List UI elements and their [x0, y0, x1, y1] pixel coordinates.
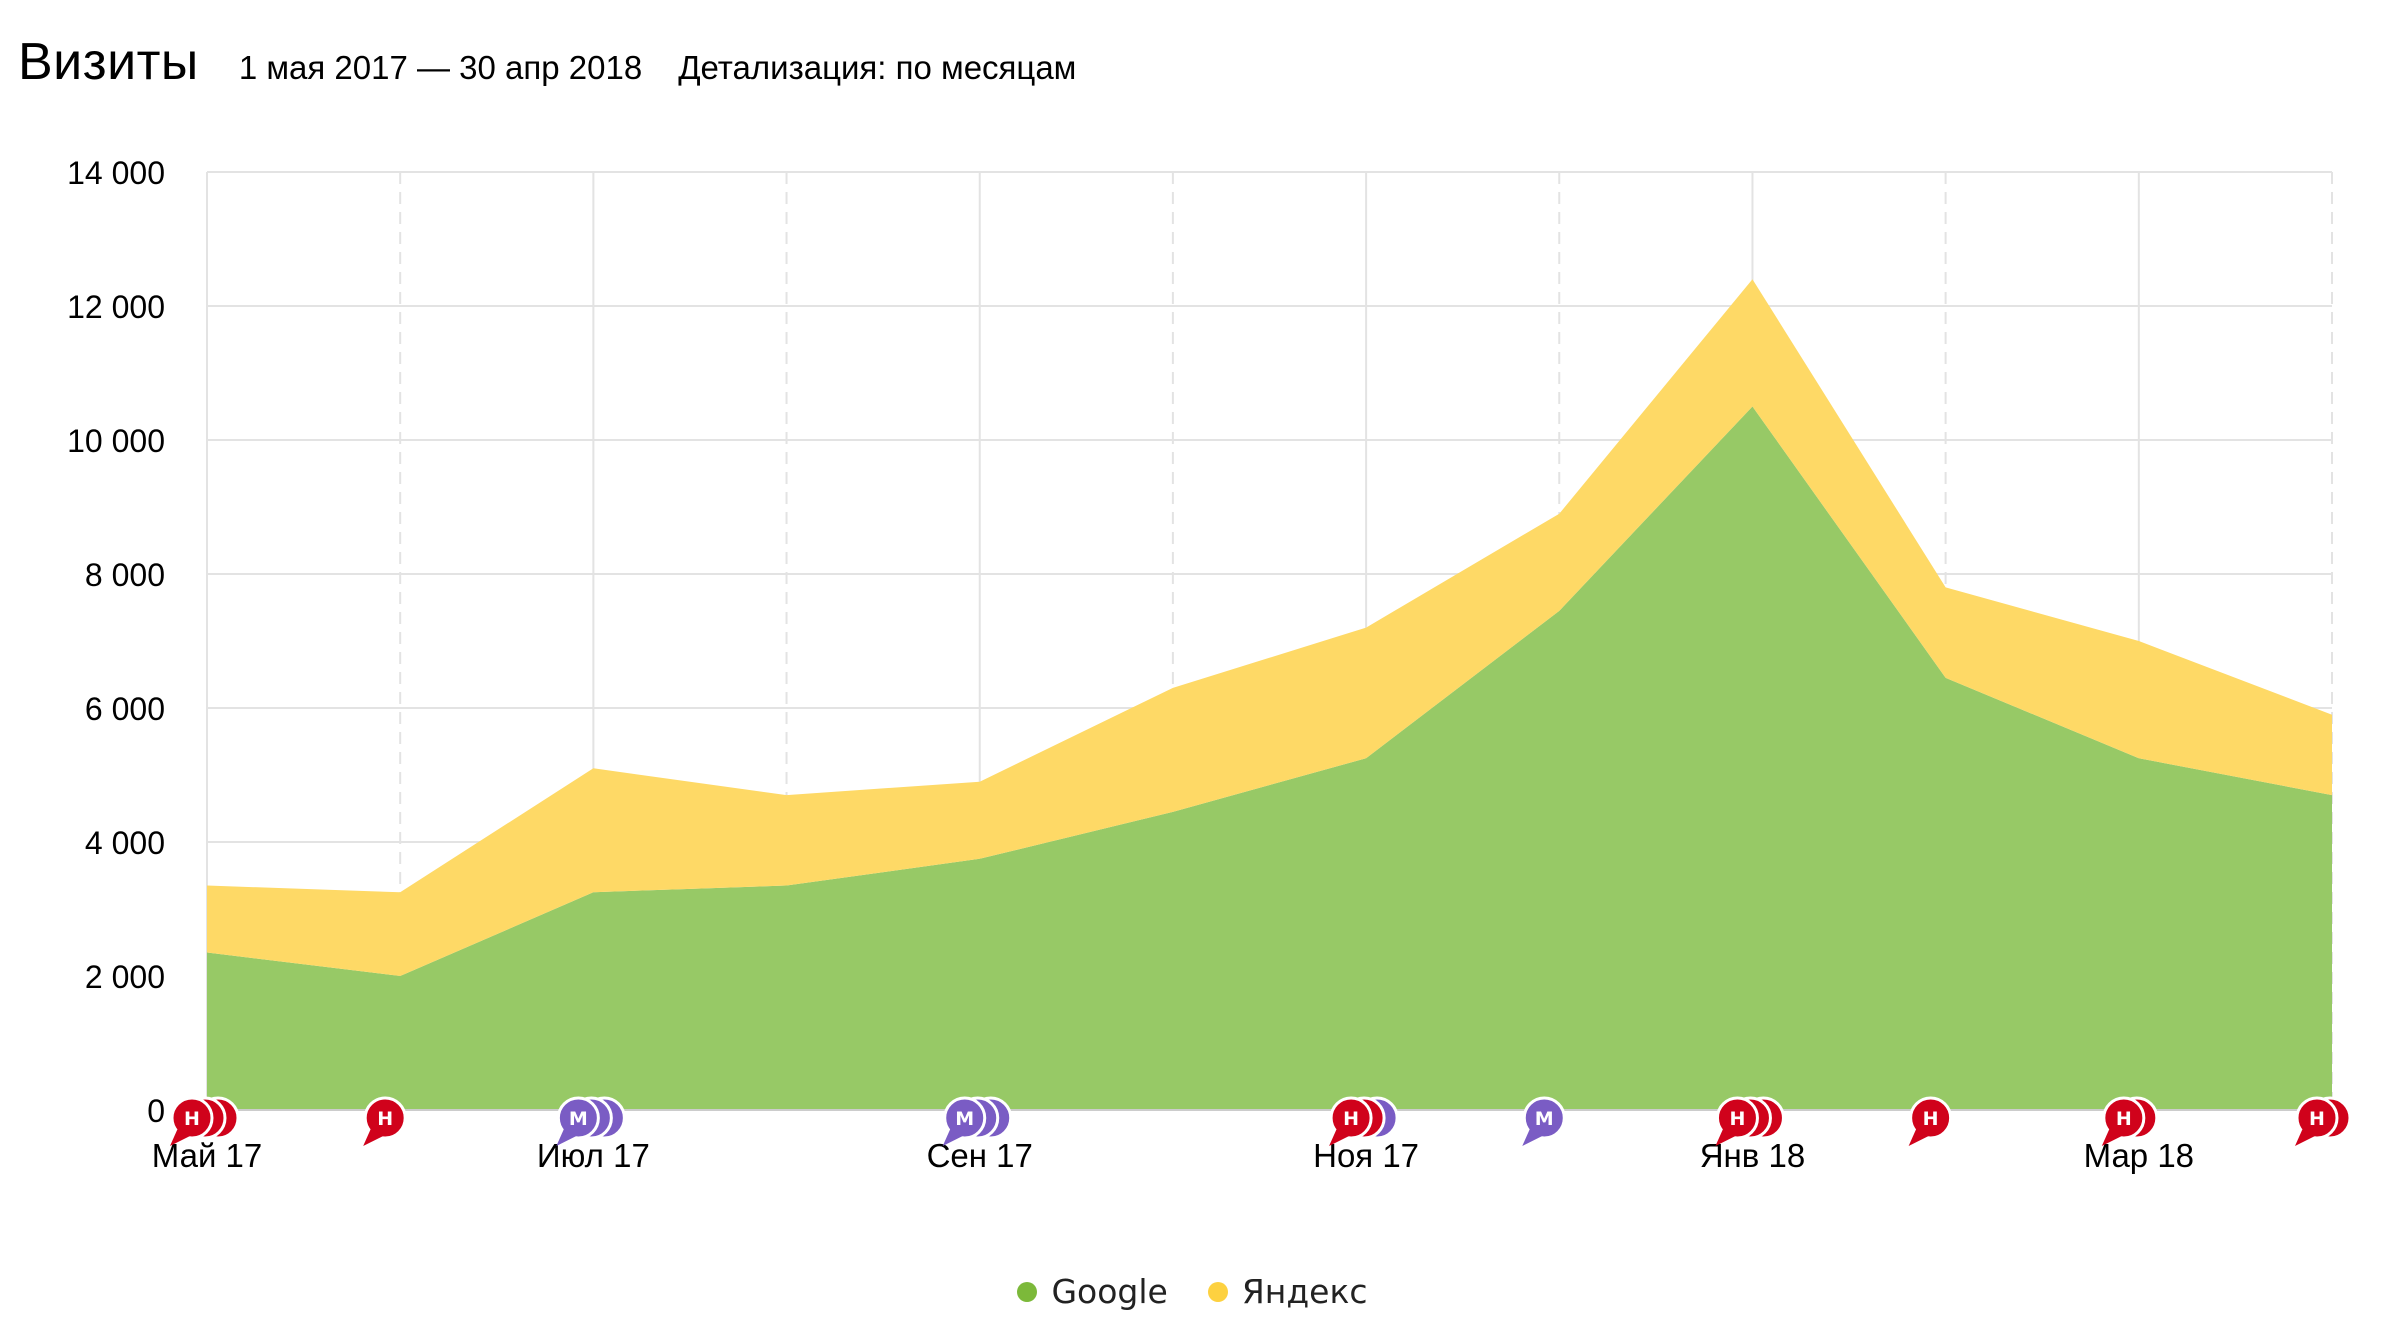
- marker-tail: [2295, 1128, 2315, 1146]
- marker-letter: Н: [377, 1108, 393, 1130]
- marker-bubble: [170, 1096, 214, 1140]
- marker-letter: Н: [2116, 1108, 2132, 1130]
- marker-letter: Н: [1343, 1108, 1359, 1130]
- annotation-marker[interactable]: М: [556, 1096, 626, 1146]
- legend-dot-google-icon: [1017, 1281, 1038, 1302]
- date-range[interactable]: 1 мая 2017 — 30 апр 2018: [238, 49, 643, 86]
- marker-bubble: [2102, 1096, 2146, 1140]
- annotation-marker[interactable]: Н: [363, 1096, 407, 1146]
- x-tick-label: Янв 18: [1700, 1137, 1805, 1174]
- x-tick-label: Сен 17: [927, 1137, 1033, 1174]
- annotation-marker[interactable]: Н: [1329, 1096, 1399, 1146]
- marker-letter: М: [569, 1108, 588, 1130]
- marker-bubble: [1715, 1096, 1759, 1140]
- chart-header: Визиты 1 мая 2017 — 30 апр 2018 Детализа…: [18, 32, 1076, 92]
- x-tick-label: Ноя 17: [1313, 1137, 1419, 1174]
- y-axis: 0 2 000 4 000 6 000 8 000 10 000 12 000 14 000: [67, 155, 165, 1129]
- marker-letter: Н: [184, 1108, 200, 1130]
- page-title: Визиты: [18, 33, 199, 91]
- annotation-marker[interactable]: М: [942, 1096, 1013, 1146]
- y-tick-label: 10 000: [67, 423, 165, 459]
- annotation-marker[interactable]: Н: [1908, 1096, 1953, 1146]
- legend-label-yandex: Яндекс: [1241, 1272, 1368, 1311]
- y-tick-label: 0: [147, 1093, 165, 1129]
- marker-bubble: [1329, 1096, 1373, 1140]
- marker-bubble: [556, 1096, 600, 1140]
- marker-letter: Н: [2309, 1108, 2325, 1130]
- marker-bubble: [2295, 1096, 2339, 1140]
- marker-tail: [1908, 1128, 1929, 1146]
- marker-tail: [1522, 1128, 1543, 1146]
- legend-item-google[interactable]: Google: [1017, 1272, 1168, 1311]
- annotation-marker[interactable]: Н: [170, 1096, 240, 1146]
- chart-legend: Google Яндекс: [0, 1272, 2385, 1311]
- y-tick-label: 2 000: [85, 959, 165, 995]
- marker-letter: Н: [1730, 1108, 1746, 1130]
- marker-tail: [556, 1128, 577, 1146]
- marker-tail: [1329, 1128, 1350, 1146]
- legend-dot-yandex-icon: [1207, 1281, 1228, 1302]
- marker-letter: Н: [1923, 1108, 1939, 1130]
- y-tick-label: 8 000: [85, 557, 165, 593]
- legend-label-google: Google: [1051, 1272, 1168, 1311]
- detail-level[interactable]: Детализация: по месяцам: [678, 49, 1077, 86]
- marker-letter: М: [1535, 1108, 1554, 1130]
- annotation-marker[interactable]: Н: [2101, 1096, 2159, 1146]
- y-tick-label: 12 000: [67, 289, 165, 325]
- y-tick-label: 4 000: [85, 825, 165, 861]
- area-series-yandex[interactable]: [207, 279, 2332, 976]
- marker-tail: [2101, 1128, 2122, 1146]
- area-series-google[interactable]: [207, 406, 2332, 1111]
- marker-tail: [170, 1128, 190, 1146]
- x-tick-label: Май 17: [152, 1137, 263, 1174]
- marker-tail: [942, 1128, 963, 1146]
- legend-item-yandex[interactable]: Яндекс: [1207, 1272, 1368, 1311]
- annotation-marker[interactable]: М: [1522, 1096, 1566, 1146]
- x-axis: Май 17 Июл 17 Сен 17 Ноя 17 Янв 18 Мар 18: [152, 1109, 2332, 1174]
- x-tick-label: Июл 17: [537, 1137, 650, 1174]
- marker-bubble: [363, 1096, 407, 1140]
- x-tick-label: Мар 18: [2084, 1137, 2194, 1174]
- marker-letter: М: [955, 1108, 974, 1130]
- marker-tail: [1715, 1128, 1736, 1146]
- chart-areas: [207, 279, 2332, 1110]
- marker-tail: [363, 1128, 384, 1146]
- annotation-marker[interactable]: Н: [1715, 1096, 1785, 1146]
- y-tick-label: 14 000: [67, 155, 165, 191]
- annotation-marker[interactable]: Н: [2295, 1096, 2352, 1146]
- y-tick-label: 6 000: [85, 691, 165, 727]
- marker-bubble: [943, 1096, 987, 1140]
- marker-bubble: [1909, 1096, 1953, 1140]
- marker-bubble: [1522, 1096, 1566, 1140]
